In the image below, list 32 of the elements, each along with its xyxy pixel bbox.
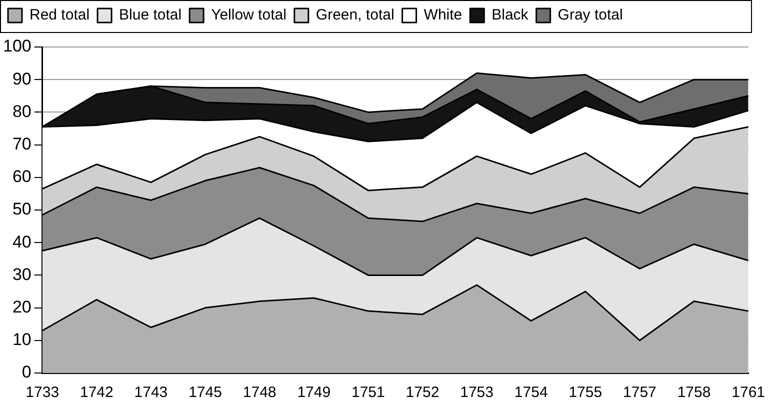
x-tick-label: 1753 (460, 384, 494, 402)
legend-label: Blue total (119, 6, 182, 24)
y-tick-label: 30 (12, 264, 32, 284)
y-tick-label: 70 (12, 134, 32, 154)
y-tick-label: 10 (12, 330, 32, 350)
legend-label: Red total (30, 6, 90, 24)
y-tick-label: 80 (12, 102, 32, 121)
y-tick-label: 50 (12, 200, 32, 219)
x-tick-label: 1761 (732, 384, 766, 402)
x-tick-label: 1752 (406, 384, 440, 402)
legend-label: Green, total (316, 6, 394, 24)
x-tick-label: 1755 (568, 384, 602, 402)
x-tick-label: 1754 (514, 384, 548, 402)
x-tick-label: 1749 (297, 384, 331, 402)
x-tick-label: 1757 (623, 384, 656, 402)
y-tick-label: 20 (12, 297, 32, 316)
y-tick-label: 40 (12, 232, 32, 252)
x-tick-label: 1758 (677, 384, 711, 402)
legend-label: White (424, 6, 462, 24)
y-tick-label: 60 (12, 167, 32, 186)
x-tick-label: 1748 (242, 384, 276, 402)
y-tick-label: 90 (12, 69, 32, 88)
legend-label: Gray total (558, 6, 623, 24)
x-tick-label: 1742 (80, 384, 114, 402)
legend-label: Yellow total (211, 6, 286, 24)
x-tick-label: 1733 (26, 384, 60, 402)
legend-label: Black (492, 6, 529, 24)
y-tick-label: 100 (2, 36, 32, 56)
y-tick-label: 0 (22, 362, 32, 382)
x-tick-label: 1743 (134, 384, 168, 402)
x-tick-label: 1751 (352, 384, 385, 402)
x-tick-label: 1745 (188, 384, 222, 402)
